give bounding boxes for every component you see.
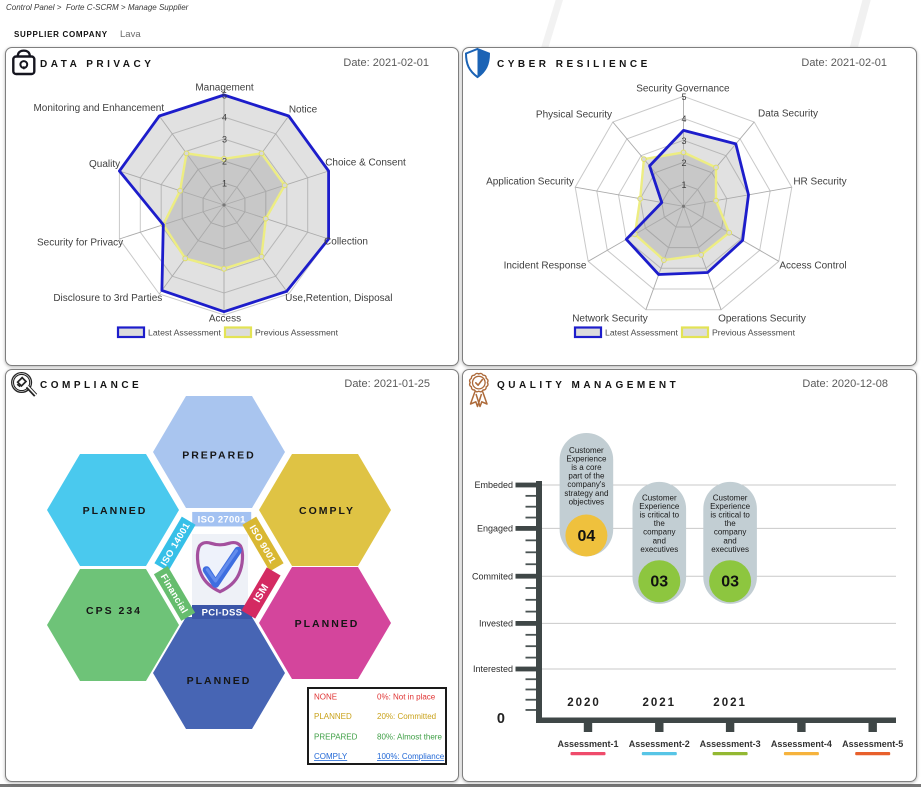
svg-text:Collection: Collection bbox=[324, 237, 368, 248]
svg-text:1: 1 bbox=[222, 179, 227, 189]
svg-text:Disclosure to 3rd Parties: Disclosure to 3rd Parties bbox=[53, 293, 162, 304]
svg-text:and: and bbox=[653, 536, 666, 545]
svg-text:COMPLY: COMPLY bbox=[299, 505, 355, 517]
svg-text:objectives: objectives bbox=[569, 497, 605, 506]
svg-text:Use,Retention, Disposal: Use,Retention, Disposal bbox=[285, 293, 392, 304]
svg-text:2020: 2020 bbox=[567, 697, 601, 709]
svg-text:company: company bbox=[643, 528, 675, 537]
svg-text:HR Security: HR Security bbox=[793, 177, 846, 188]
svg-text:Experience: Experience bbox=[639, 502, 680, 511]
svg-text:Engaged: Engaged bbox=[477, 524, 513, 534]
svg-text:5: 5 bbox=[681, 92, 686, 102]
svg-text:Security Governance: Security Governance bbox=[636, 84, 730, 95]
svg-text:PCI-DSS: PCI-DSS bbox=[202, 607, 243, 618]
svg-text:Assessment-5: Assessment-5 bbox=[842, 739, 903, 749]
svg-text:PLANNED: PLANNED bbox=[83, 505, 148, 517]
svg-text:Customer: Customer bbox=[713, 494, 748, 503]
svg-text:part of the: part of the bbox=[568, 472, 605, 481]
svg-text:2021: 2021 bbox=[713, 697, 747, 709]
svg-text:1: 1 bbox=[681, 180, 686, 190]
svg-text:Monitoring and Enhancement: Monitoring and Enhancement bbox=[33, 103, 164, 114]
svg-text:strategy and: strategy and bbox=[564, 489, 608, 498]
svg-text:Notice: Notice bbox=[289, 105, 318, 116]
svg-text:80%: Almost there: 80%: Almost there bbox=[377, 733, 442, 742]
svg-text:PLANNED: PLANNED bbox=[295, 618, 360, 630]
svg-text:3: 3 bbox=[222, 135, 227, 145]
svg-text:Embeded: Embeded bbox=[474, 480, 513, 490]
svg-text:Access: Access bbox=[209, 314, 241, 325]
svg-text:03: 03 bbox=[650, 574, 668, 591]
svg-text:5: 5 bbox=[222, 91, 227, 101]
svg-text:Experience: Experience bbox=[710, 502, 751, 511]
svg-text:ISO 27001: ISO 27001 bbox=[198, 515, 247, 526]
svg-text:PREPARED: PREPARED bbox=[314, 733, 358, 742]
svg-text:03: 03 bbox=[721, 574, 739, 591]
svg-text:NONE: NONE bbox=[314, 693, 337, 702]
svg-text:Operations Security: Operations Security bbox=[718, 314, 806, 325]
svg-text:Assessment-1: Assessment-1 bbox=[557, 739, 618, 749]
svg-text:Commited: Commited bbox=[472, 571, 513, 581]
svg-text:Interested: Interested bbox=[473, 664, 513, 674]
svg-text:Assessment-3: Assessment-3 bbox=[700, 739, 761, 749]
svg-text:Previous Assessment: Previous Assessment bbox=[712, 328, 796, 338]
svg-text:Customer: Customer bbox=[569, 446, 604, 455]
svg-text:Quality: Quality bbox=[89, 159, 120, 170]
svg-text:Previous Assessment: Previous Assessment bbox=[255, 328, 339, 338]
svg-text:4: 4 bbox=[681, 114, 686, 124]
svg-text:the: the bbox=[654, 519, 666, 528]
svg-text:executives: executives bbox=[640, 545, 678, 554]
svg-text:Experience: Experience bbox=[566, 455, 607, 464]
svg-text:company: company bbox=[714, 528, 746, 537]
svg-text:is critical to: is critical to bbox=[640, 511, 680, 520]
svg-text:COMPLY: COMPLY bbox=[314, 752, 348, 761]
svg-text:PREPARED: PREPARED bbox=[182, 450, 256, 462]
svg-text:Application Security: Application Security bbox=[486, 177, 574, 188]
svg-text:Access Control: Access Control bbox=[779, 261, 846, 272]
svg-text:Customer: Customer bbox=[642, 494, 677, 503]
svg-text:3: 3 bbox=[681, 136, 686, 146]
svg-text:04: 04 bbox=[578, 528, 596, 545]
svg-text:PLANNED: PLANNED bbox=[187, 675, 252, 687]
svg-text:the: the bbox=[725, 519, 737, 528]
svg-text:is a core: is a core bbox=[571, 463, 602, 472]
svg-text:CPS 234: CPS 234 bbox=[86, 605, 142, 617]
svg-text:2021: 2021 bbox=[643, 697, 677, 709]
svg-text:and: and bbox=[723, 536, 736, 545]
svg-text:is critical to: is critical to bbox=[710, 511, 750, 520]
svg-text:Data Security: Data Security bbox=[758, 109, 818, 120]
svg-text:2: 2 bbox=[222, 157, 227, 167]
svg-text:0: 0 bbox=[497, 711, 505, 727]
svg-text:Assessment-2: Assessment-2 bbox=[629, 739, 690, 749]
svg-text:PLANNED: PLANNED bbox=[314, 712, 352, 721]
svg-text:100%: Compliance: 100%: Compliance bbox=[377, 752, 445, 761]
svg-text:Physical Security: Physical Security bbox=[536, 110, 612, 121]
svg-text:Latest Assessment: Latest Assessment bbox=[148, 328, 222, 338]
svg-text:0%: Not in place: 0%: Not in place bbox=[377, 693, 436, 702]
svg-text:Management: Management bbox=[195, 83, 254, 94]
svg-text:Incident Response: Incident Response bbox=[504, 261, 587, 272]
svg-text:executives: executives bbox=[711, 545, 749, 554]
svg-text:Choice & Consent: Choice & Consent bbox=[325, 158, 406, 169]
svg-text:Security for Privacy: Security for Privacy bbox=[37, 238, 123, 249]
svg-text:Latest Assessment: Latest Assessment bbox=[605, 328, 679, 338]
svg-text:Network Security: Network Security bbox=[572, 314, 648, 325]
svg-text:4: 4 bbox=[222, 113, 227, 123]
svg-text:company's: company's bbox=[567, 480, 605, 489]
svg-text:20%: Committed: 20%: Committed bbox=[377, 712, 436, 721]
svg-text:Invested: Invested bbox=[479, 619, 513, 629]
svg-text:Assessment-4: Assessment-4 bbox=[771, 739, 832, 749]
svg-text:2: 2 bbox=[681, 158, 686, 168]
